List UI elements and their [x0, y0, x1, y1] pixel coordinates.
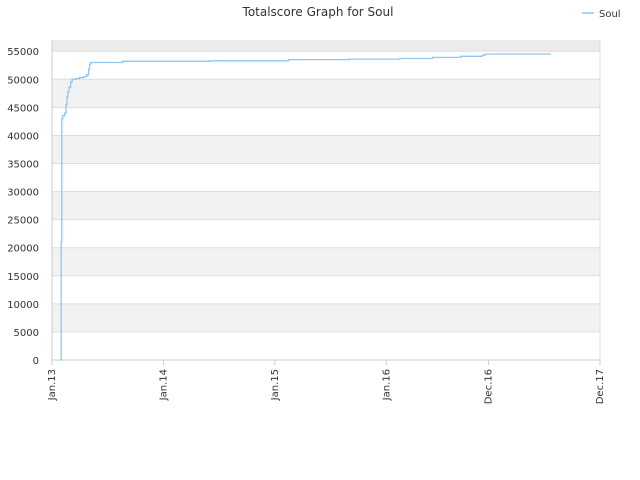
- plot-band: [52, 40, 600, 52]
- plot-band: [52, 191, 600, 220]
- data-point: [484, 53, 487, 55]
- plot-band: [52, 135, 600, 164]
- y-tick-label: 35000: [7, 160, 39, 171]
- data-point: [287, 58, 290, 61]
- data-point: [348, 58, 350, 60]
- y-tick-label: 50000: [7, 75, 39, 86]
- y-tick-label: 55000: [7, 47, 39, 58]
- y-tick-label: 0: [33, 356, 39, 367]
- grid-lines: [51, 40, 601, 361]
- y-tick-label: 30000: [7, 188, 39, 199]
- y-tick-label: 25000: [7, 216, 39, 227]
- x-tick-label: Dec.16: [484, 369, 495, 404]
- x-tick-label: Jan.14: [158, 369, 169, 401]
- x-axis: Jan.13 Jan.14 Jan.15 Jan.16 Dec.16 Dec.17: [47, 360, 606, 404]
- data-point: [67, 90, 69, 93]
- data-point: [60, 359, 62, 361]
- plot-band: [52, 247, 600, 276]
- data-point: [88, 63, 91, 65]
- data-point: [64, 112, 66, 114]
- data-point: [399, 57, 401, 60]
- x-tick-label: Dec.17: [595, 369, 606, 404]
- data-point: [481, 54, 484, 56]
- data-point: [68, 86, 70, 88]
- data-point: [83, 75, 85, 78]
- series-area: [60, 53, 551, 361]
- legend-label: Soul: [599, 9, 621, 20]
- data-point: [208, 60, 211, 62]
- data-point: [460, 55, 462, 58]
- y-tick-label: 10000: [7, 300, 39, 311]
- data-point: [86, 74, 88, 76]
- y-tick-label: 45000: [7, 103, 39, 114]
- data-point: [431, 56, 434, 59]
- data-point: [71, 78, 73, 81]
- y-tick-label: 40000: [7, 131, 39, 142]
- plot-band: [52, 303, 600, 332]
- y-tick-label: 5000: [14, 328, 39, 339]
- data-point: [66, 96, 68, 99]
- chart-title: Totalscore Graph for Soul: [242, 5, 394, 19]
- y-tick-label: 20000: [7, 244, 39, 255]
- plot-bands: [52, 40, 600, 332]
- plot-band: [52, 79, 600, 108]
- y-tick-label: 15000: [7, 272, 39, 283]
- data-point: [61, 117, 63, 120]
- data-point: [65, 103, 67, 106]
- data-point: [121, 60, 124, 63]
- y-axis: 0 5000 10000 15000 20000 25000 30000 35000 40000…: [7, 47, 39, 367]
- data-point: [61, 115, 64, 117]
- data-point: [87, 68, 90, 70]
- data-point: [549, 53, 551, 55]
- x-tick-label: Jan.13: [47, 369, 58, 401]
- data-point: [69, 81, 72, 83]
- series-line: [60, 53, 550, 361]
- data-point: [75, 77, 77, 80]
- data-point: [60, 241, 62, 243]
- x-tick-label: Jan.15: [270, 369, 281, 401]
- data-point: [78, 76, 81, 79]
- x-tick-label: Jan.16: [381, 369, 392, 401]
- legend[interactable]: Soul: [582, 9, 621, 20]
- data-point: [90, 61, 92, 64]
